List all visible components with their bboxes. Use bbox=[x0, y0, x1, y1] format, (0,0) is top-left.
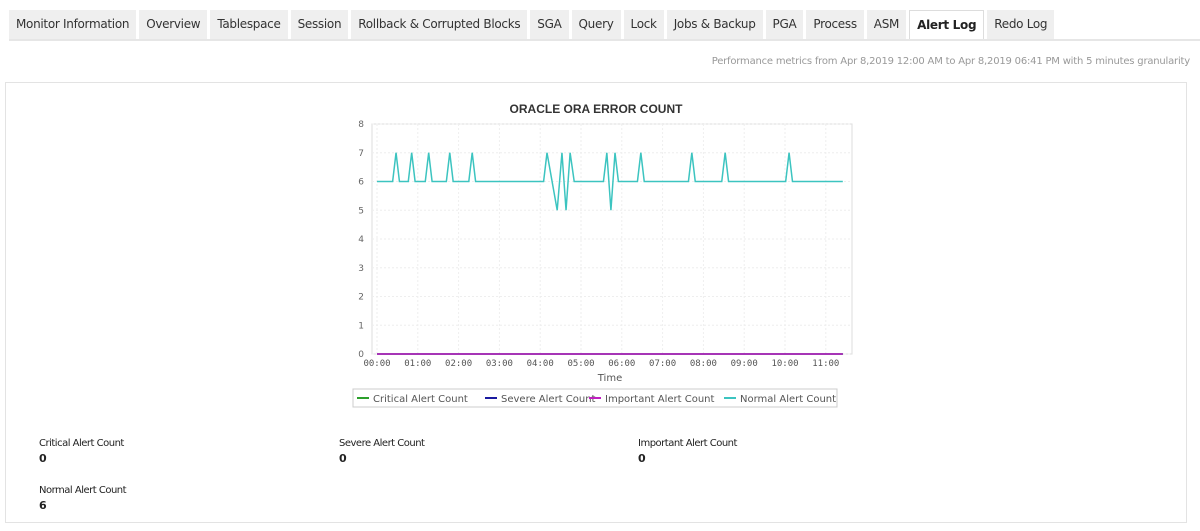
x-tick-label: 06:00 bbox=[608, 359, 635, 369]
y-tick-label: 5 bbox=[358, 206, 364, 216]
stat-severe: Severe Alert Count 0 bbox=[339, 438, 425, 465]
tab-session[interactable]: Session bbox=[290, 10, 349, 39]
stat-important: Important Alert Count 0 bbox=[638, 438, 737, 465]
alert-log-panel bbox=[5, 82, 1187, 523]
x-tick-label: 03:00 bbox=[486, 359, 513, 369]
chart-title: ORACLE ORA ERROR COUNT bbox=[510, 102, 684, 116]
x-tick-label: 07:00 bbox=[649, 359, 676, 369]
tab-sga[interactable]: SGA bbox=[530, 10, 569, 39]
legend-item: Important Alert Count bbox=[605, 394, 715, 405]
stat-critical: Critical Alert Count 0 bbox=[39, 438, 124, 465]
y-tick-label: 8 bbox=[358, 120, 364, 130]
tab-jobs-backup[interactable]: Jobs & Backup bbox=[666, 10, 763, 39]
series-line-normal-alert-count bbox=[377, 152, 843, 211]
x-tick-label: 01:00 bbox=[404, 359, 431, 369]
tab-tablespace[interactable]: Tablespace bbox=[210, 10, 288, 39]
y-tick-label: 2 bbox=[358, 293, 364, 303]
tab-bar: Monitor Information Overview Tablespace … bbox=[9, 10, 1055, 41]
stat-value: 0 bbox=[339, 452, 347, 465]
x-tick-label: 10:00 bbox=[771, 359, 798, 369]
tab-overview[interactable]: Overview bbox=[139, 10, 208, 39]
stat-value: 0 bbox=[638, 452, 646, 465]
tab-monitor-information[interactable]: Monitor Information bbox=[9, 10, 137, 39]
x-tick-label: 11:00 bbox=[812, 359, 839, 369]
y-tick-label: 3 bbox=[358, 264, 364, 274]
legend-item: Normal Alert Count bbox=[740, 394, 836, 405]
tab-pga[interactable]: PGA bbox=[765, 10, 804, 39]
stat-label: Normal Alert Count bbox=[39, 485, 127, 496]
y-tick-label: 1 bbox=[358, 321, 364, 331]
stat-normal: Normal Alert Count 6 bbox=[39, 485, 127, 512]
y-tick-label: 0 bbox=[358, 350, 364, 360]
x-axis-label: Time bbox=[597, 373, 622, 384]
y-tick-label: 7 bbox=[358, 149, 364, 159]
tab-divider bbox=[9, 39, 1200, 41]
x-tick-label: 02:00 bbox=[445, 359, 472, 369]
stat-label: Critical Alert Count bbox=[39, 438, 124, 449]
y-tick-label: 6 bbox=[358, 178, 364, 188]
tab-query[interactable]: Query bbox=[571, 10, 621, 39]
stat-label: Important Alert Count bbox=[638, 438, 737, 449]
tab-rollback-corrupted-blocks[interactable]: Rollback & Corrupted Blocks bbox=[351, 10, 528, 39]
stat-value: 6 bbox=[39, 499, 47, 512]
x-tick-label: 09:00 bbox=[731, 359, 758, 369]
stat-value: 0 bbox=[39, 452, 47, 465]
tab-process[interactable]: Process bbox=[806, 10, 864, 39]
x-tick-label: 05:00 bbox=[567, 359, 594, 369]
legend-item: Critical Alert Count bbox=[373, 394, 468, 405]
legend-item: Severe Alert Count bbox=[501, 394, 596, 405]
tab-redo-log[interactable]: Redo Log bbox=[987, 10, 1055, 39]
tab-alert-log[interactable]: Alert Log bbox=[909, 10, 985, 41]
x-tick-label: 04:00 bbox=[527, 359, 554, 369]
metrics-range-text: Performance metrics from Apr 8,2019 12:0… bbox=[711, 56, 1190, 67]
y-tick-label: 4 bbox=[358, 235, 364, 245]
tab-lock[interactable]: Lock bbox=[623, 10, 664, 39]
stat-label: Severe Alert Count bbox=[339, 438, 425, 449]
x-tick-label: 08:00 bbox=[690, 359, 717, 369]
tab-asm[interactable]: ASM bbox=[866, 10, 907, 39]
x-tick-label: 00:00 bbox=[363, 359, 390, 369]
